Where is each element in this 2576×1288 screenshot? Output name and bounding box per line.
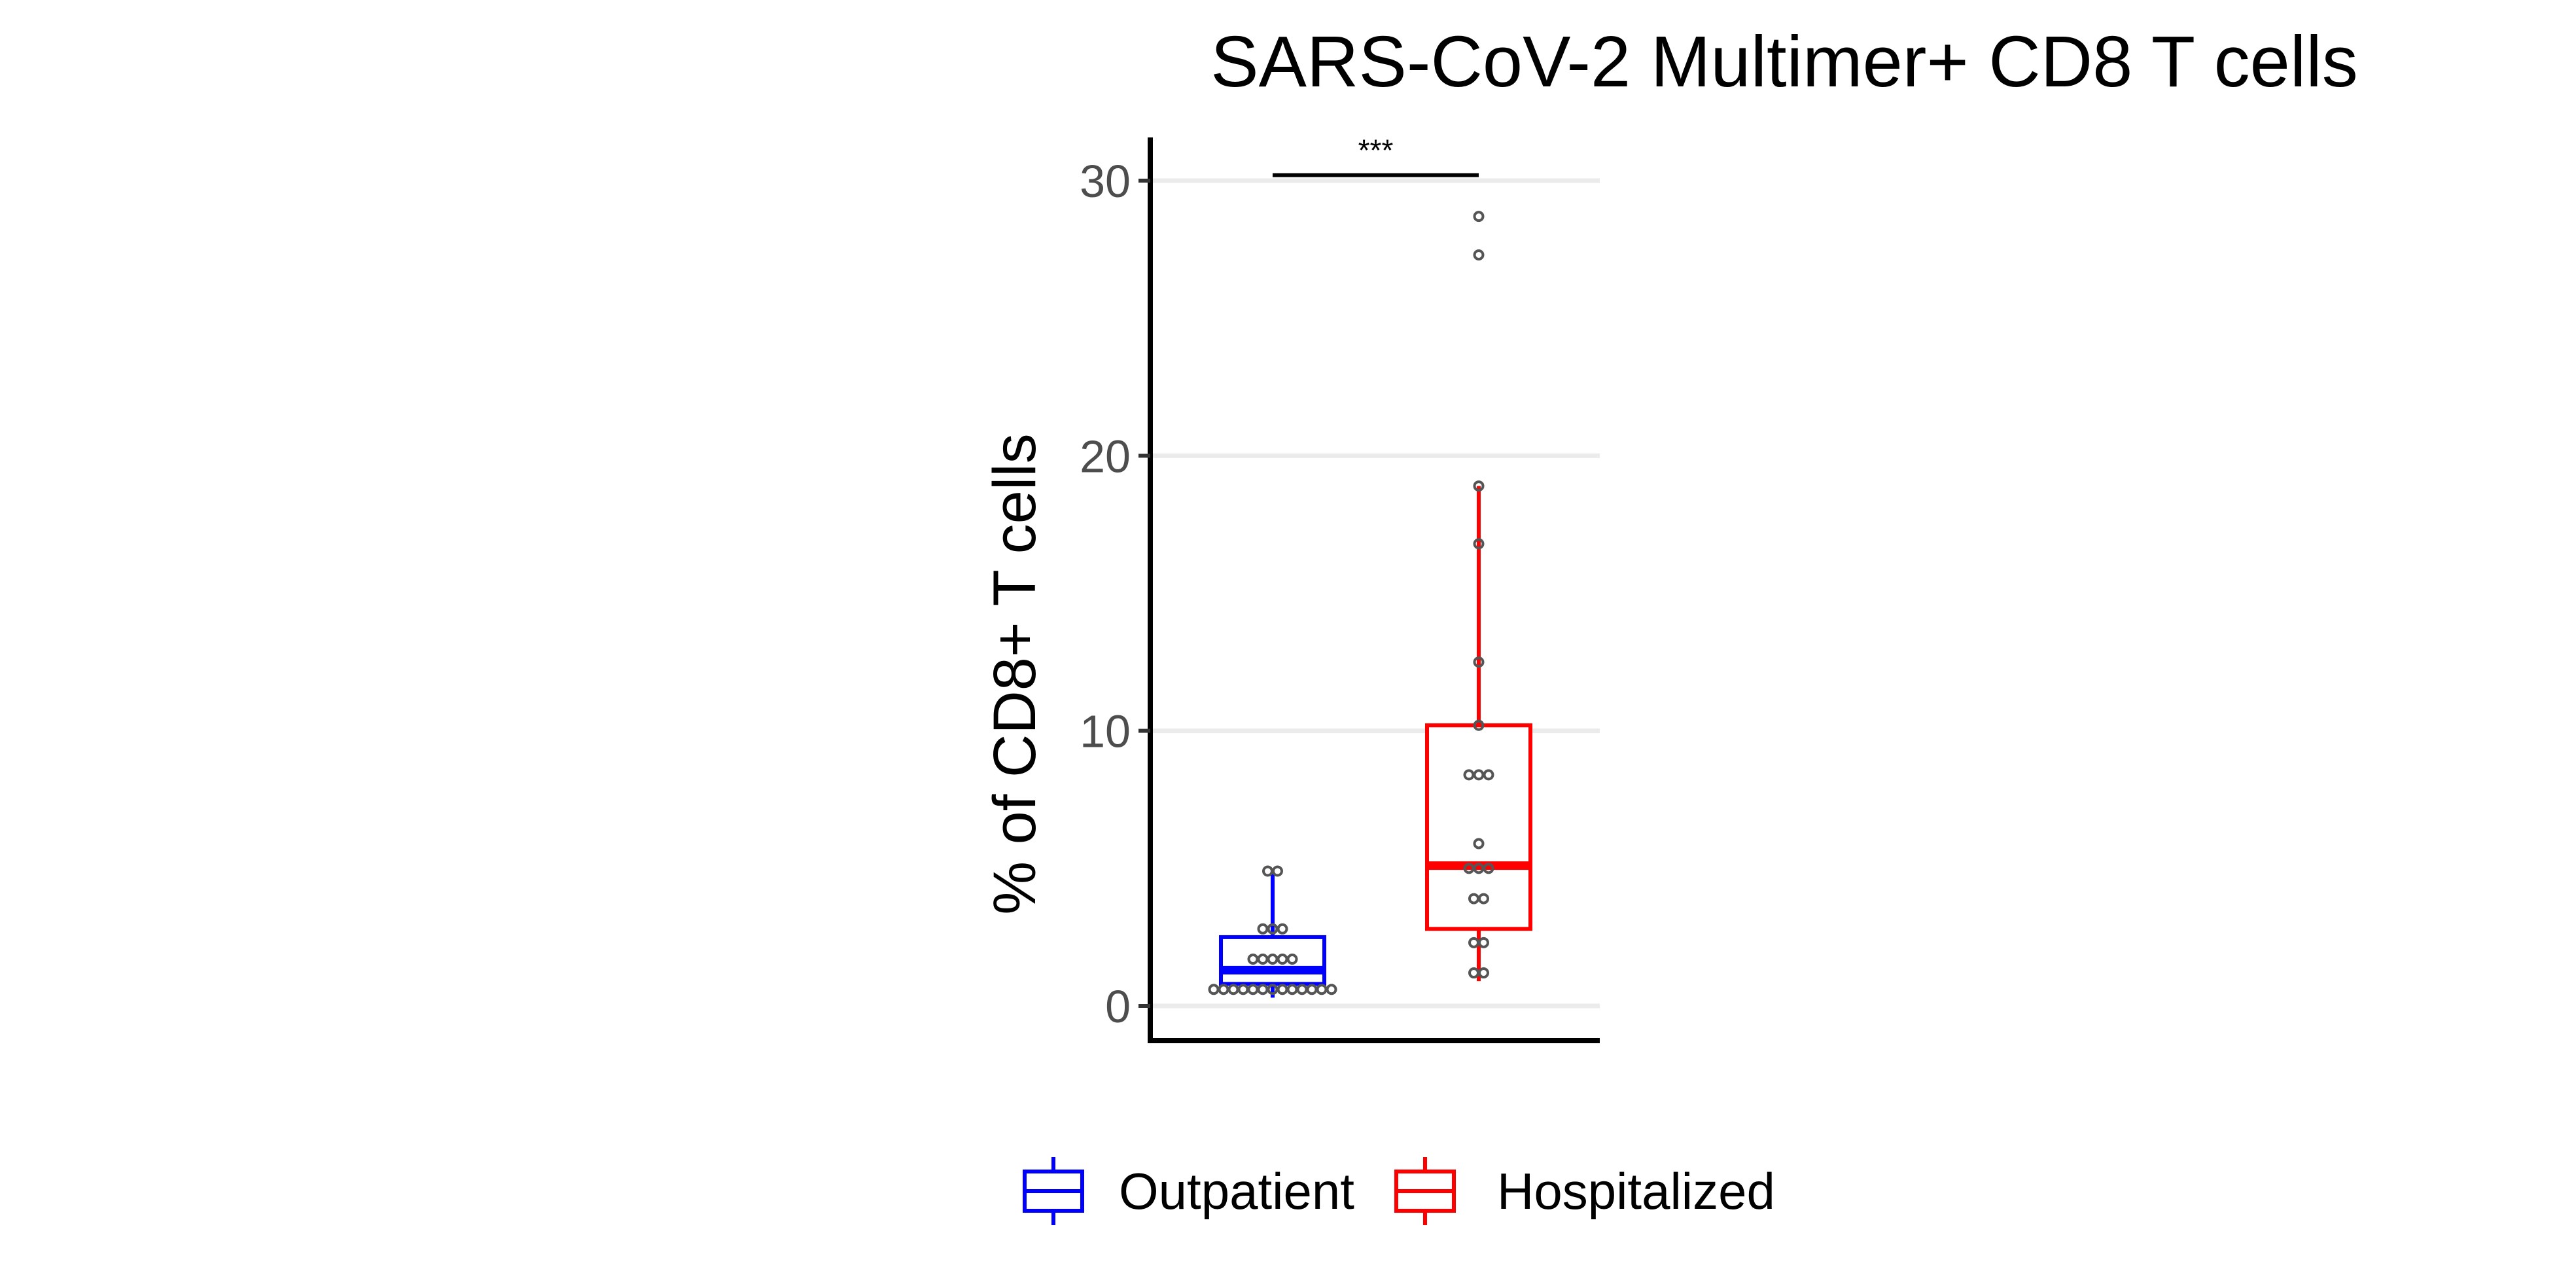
data-point [1473, 480, 1485, 492]
data-point [1262, 865, 1273, 877]
data-point [1286, 984, 1298, 995]
data-point [1257, 923, 1269, 935]
data-points [1208, 211, 1494, 995]
data-point [1277, 984, 1288, 995]
data-point [1286, 954, 1298, 965]
legend-label: Outpatient [1119, 1162, 1354, 1220]
data-point [1247, 984, 1259, 995]
data-point [1473, 719, 1485, 731]
data-point [1227, 984, 1239, 995]
y-tick-label: 30 [1080, 156, 1131, 207]
box-iqr [1219, 935, 1326, 986]
data-point [1277, 923, 1288, 935]
data-point [1296, 984, 1308, 995]
box-outpatient [1219, 874, 1326, 998]
data-point [1478, 937, 1489, 948]
data-point [1478, 967, 1489, 979]
data-point [1473, 656, 1485, 668]
y-tick-label: 10 [1080, 706, 1131, 757]
significance-bracket: *** [1273, 134, 1479, 177]
y-tick-label: 20 [1080, 431, 1131, 482]
legend-item-hospitalized: Hospitalized [1394, 1157, 1775, 1225]
chart-title: SARS-CoV-2 Multimer+ CD8 T cells [1210, 22, 2357, 102]
data-point [1483, 863, 1494, 874]
axes [1148, 137, 1600, 1043]
data-point [1473, 211, 1485, 223]
data-point [1473, 538, 1485, 550]
legend-item-outpatient: Outpatient [1023, 1157, 1354, 1225]
data-point [1468, 967, 1479, 979]
data-point [1237, 984, 1249, 995]
legend-label: Hospitalized [1497, 1162, 1775, 1220]
data-point [1208, 984, 1220, 995]
data-point [1272, 865, 1283, 877]
significance-label: *** [1358, 134, 1394, 168]
data-point [1473, 838, 1485, 850]
data-point [1306, 984, 1318, 995]
data-point [1257, 984, 1269, 995]
y-ticks: 0 10 20 30 [1080, 156, 1150, 1032]
data-point [1326, 984, 1337, 995]
y-tick-label: 0 [1105, 981, 1131, 1032]
box-plots [1219, 486, 1532, 998]
legend: Outpatient Hospitalized [1023, 1157, 1775, 1225]
data-point [1473, 249, 1485, 260]
data-point [1316, 984, 1328, 995]
data-point [1483, 769, 1494, 781]
box-iqr [1425, 723, 1532, 931]
data-point [1218, 984, 1229, 995]
data-point [1468, 937, 1479, 948]
data-point [1478, 893, 1489, 904]
box-hospitalized [1425, 486, 1532, 982]
y-axis-label: % of CD8+ T cells [981, 433, 1048, 914]
